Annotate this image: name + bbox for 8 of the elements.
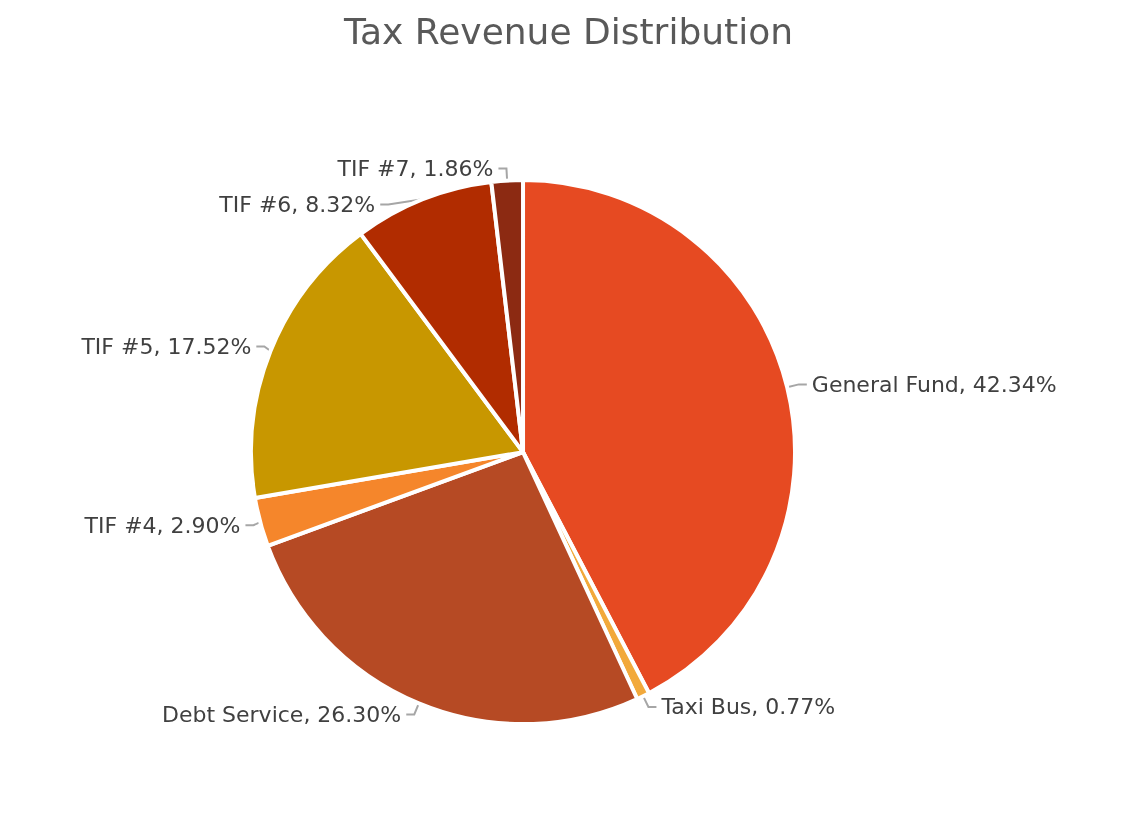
slice-label: General Fund, 42.34% xyxy=(811,371,1057,397)
slice-label: TIF #7, 1.86% xyxy=(336,156,494,182)
slice-label: TIF #6, 8.32% xyxy=(218,192,376,218)
slice-label: TIF #5, 17.52% xyxy=(80,334,252,360)
slice-label: TIF #4, 2.90% xyxy=(83,512,241,538)
slice-label: Taxi Bus, 0.77% xyxy=(660,694,836,720)
slice-label: Debt Service, 26.30% xyxy=(162,701,402,727)
chart-title: Tax Revenue Distribution xyxy=(342,10,794,52)
